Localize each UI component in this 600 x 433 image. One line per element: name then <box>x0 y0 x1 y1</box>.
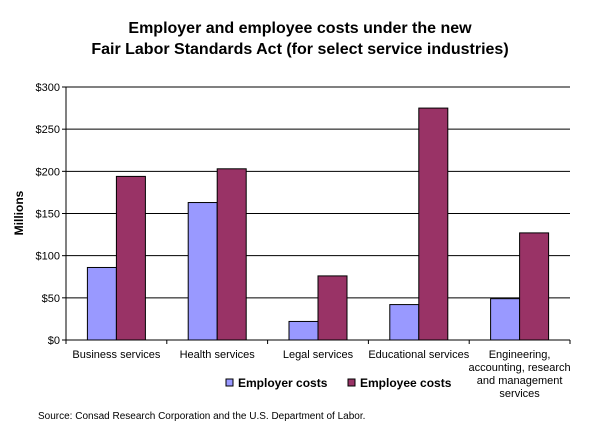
chart-title-line-1: Employer and employee costs under the ne… <box>128 20 472 37</box>
x-category-labels: Business services Health services Legal se… <box>72 349 570 400</box>
bar-employee-costs <box>216 168 247 341</box>
y-tick-label: $50 <box>42 293 60 305</box>
bar-employer-costs <box>288 320 319 341</box>
source-note: Source: Consad Research Corporation and … <box>38 411 366 422</box>
y-tick-label: $250 <box>36 124 60 136</box>
legend-label: Employer costs <box>238 376 328 390</box>
bars <box>86 107 550 341</box>
x-category-label: Educational services <box>368 349 469 361</box>
legend-swatch <box>347 378 356 387</box>
bar-employee-costs <box>115 175 146 341</box>
x-category-label: Legal services <box>283 349 354 361</box>
legend-swatch <box>225 378 234 387</box>
bar-employer-costs <box>389 304 420 341</box>
bar-employee-costs <box>418 107 449 341</box>
bar-employer-costs <box>490 298 521 341</box>
y-tick-label: $100 <box>36 251 60 263</box>
y-tick-label: $300 <box>36 82 60 94</box>
y-tick-label: $0 <box>48 335 60 347</box>
chart-title: Employer and employee costs under the ne… <box>0 18 600 60</box>
x-category-label: Health services <box>180 349 256 361</box>
y-tick-labels: $0 $50 $100 $150 $200 $250 $300 <box>36 82 60 347</box>
y-tick-label: $150 <box>36 209 60 221</box>
bar-employee-costs <box>519 232 550 341</box>
y-tick-label: $200 <box>36 166 60 178</box>
legend: Employer costs Employee costs <box>225 376 452 390</box>
chart-title-line-2: Fair Labor Standards Act (for select ser… <box>91 41 509 58</box>
bar-employee-costs <box>317 275 348 341</box>
x-category-label: Engineering, accounting, research and mana… <box>469 349 571 400</box>
x-category-label: Business services <box>72 349 161 361</box>
y-axis-label: Millions <box>12 190 26 235</box>
bar-employer-costs <box>86 266 117 341</box>
legend-label: Employee costs <box>360 376 452 390</box>
bar-employer-costs <box>187 202 218 341</box>
axes <box>62 86 571 344</box>
